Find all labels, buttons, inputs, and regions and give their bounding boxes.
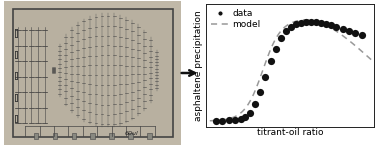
Point	[339, 28, 345, 30]
Point	[359, 34, 365, 36]
Point	[242, 115, 248, 118]
Point	[308, 21, 314, 23]
Bar	[34, 133, 38, 139]
Point	[298, 22, 304, 24]
Point	[352, 32, 358, 34]
Bar	[90, 133, 95, 139]
Point	[268, 60, 274, 62]
Bar	[129, 133, 133, 139]
Bar	[71, 133, 76, 139]
Point	[346, 30, 352, 32]
Legend: data, model: data, model	[209, 7, 262, 31]
Bar	[53, 133, 57, 139]
X-axis label: titrant-oil ratio: titrant-oil ratio	[257, 128, 323, 137]
Point	[293, 23, 299, 25]
Point	[219, 120, 225, 122]
Point	[318, 22, 324, 24]
Point	[257, 91, 263, 93]
Y-axis label: asphaltene precipitation: asphaltene precipitation	[194, 10, 203, 121]
Point	[303, 21, 309, 24]
Point	[283, 30, 289, 32]
Point	[213, 120, 219, 122]
Point	[262, 75, 268, 78]
Text: 60ul: 60ul	[125, 131, 138, 136]
Point	[277, 37, 284, 40]
Point	[252, 103, 258, 106]
Point	[247, 111, 253, 114]
Point	[323, 23, 329, 25]
Point	[273, 48, 279, 50]
Point	[313, 21, 319, 24]
Point	[226, 119, 232, 121]
Point	[239, 118, 245, 120]
Bar	[147, 133, 152, 139]
Bar	[109, 133, 114, 139]
Point	[333, 26, 339, 28]
Point	[328, 24, 334, 26]
Point	[232, 119, 238, 121]
Point	[288, 26, 294, 28]
